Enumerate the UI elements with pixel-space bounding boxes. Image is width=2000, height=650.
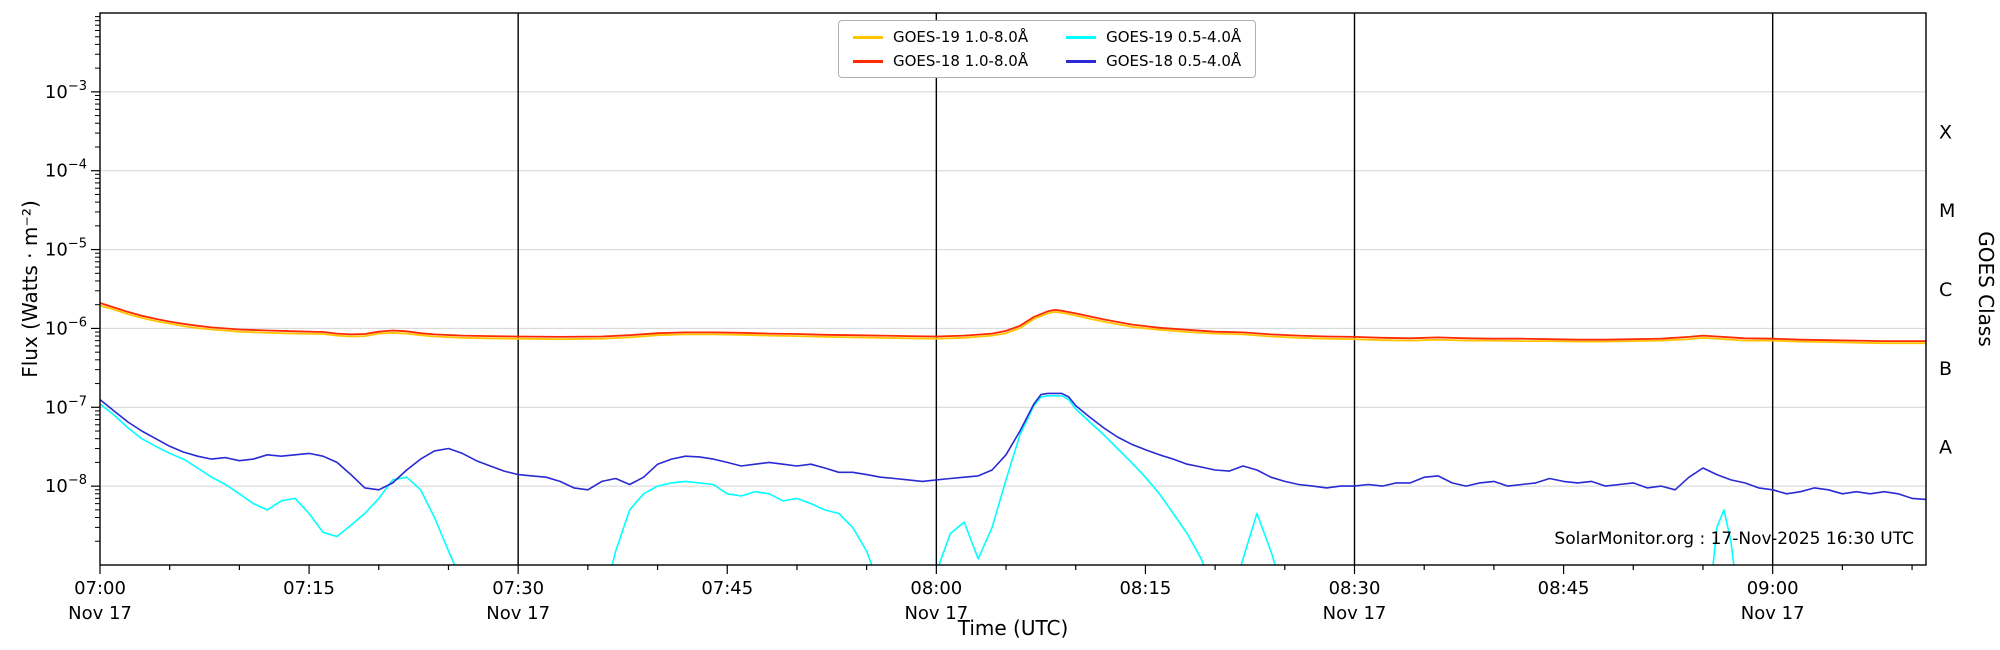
legend-label: GOES-18 1.0-8.0Å	[893, 52, 1029, 70]
legend-item-goes18-short: GOES-18 0.5-4.0Å	[1066, 52, 1241, 70]
legend-label: GOES-19 1.0-8.0Å	[893, 28, 1029, 46]
goes-class-label-m: M	[1939, 200, 1955, 222]
x-tick-label: 08:15	[1119, 578, 1171, 599]
goes-class-label-a: A	[1939, 437, 1952, 459]
x-tick-label: 07:45	[701, 578, 753, 599]
x-tick-label: 08:30	[1329, 578, 1381, 599]
legend-label: GOES-18 0.5-4.0Å	[1106, 52, 1242, 70]
legend-line-sample-goes19-short	[1066, 35, 1097, 39]
x-tick-label: 07:30	[492, 578, 544, 599]
y-axis-title: Flux (Watts · m⁻²)	[18, 200, 42, 378]
legend: GOES-19 1.0-8.0Å GOES-18 1.0-8.0Å GOES-1…	[838, 20, 1257, 78]
right-axis-title: GOES Class	[1974, 231, 1998, 347]
x-date-label: Nov 17	[1741, 603, 1805, 624]
goes-class-label-c: C	[1939, 279, 1952, 301]
y-tick-label: 10−3	[45, 79, 87, 103]
x-tick-label: 09:00	[1747, 578, 1799, 599]
series-line-goes-19-0-5-4-0	[100, 394, 1735, 565]
legend-label: GOES-19 0.5-4.0Å	[1106, 28, 1242, 46]
legend-line-sample-goes19-long	[853, 35, 883, 39]
x-date-label: Nov 17	[486, 603, 550, 624]
x-tick-label: 07:00	[74, 578, 126, 599]
x-date-label: Nov 17	[68, 603, 132, 624]
x-tick-label: 07:15	[283, 578, 335, 599]
y-tick-label: 10−7	[45, 394, 87, 418]
legend-item-goes18-long: GOES-18 1.0-8.0Å	[853, 52, 1028, 70]
legend-item-goes19-long: GOES-19 1.0-8.0Å	[853, 28, 1028, 46]
goes-class-label-b: B	[1939, 358, 1952, 380]
legend-item-goes19-short: GOES-19 0.5-4.0Å	[1066, 28, 1241, 46]
watermark-text: SolarMonitor.org : 17-Nov-2025 16:30 UTC	[1554, 529, 1914, 549]
legend-line-sample-goes18-short	[1066, 59, 1097, 63]
x-axis-title: Time (UTC)	[957, 616, 1069, 640]
y-tick-label: 10−6	[45, 315, 87, 339]
series-line-goes-18-0-5-4-0	[100, 392, 1926, 501]
plot-frame	[99, 12, 1927, 566]
y-tick-label: 10−5	[45, 237, 87, 261]
y-tick-label: 10−4	[45, 158, 87, 182]
x-date-label: Nov 17	[1323, 603, 1387, 624]
goes-class-label-x: X	[1939, 121, 1952, 143]
x-tick-label: 08:00	[910, 578, 962, 599]
legend-line-sample-goes18-long	[853, 59, 883, 63]
x-tick-label: 08:45	[1538, 578, 1590, 599]
x-date-label: Nov 17	[904, 603, 968, 624]
y-tick-label: 10−8	[45, 473, 87, 497]
series-line-goes-19-1-0-8-0	[100, 304, 1926, 345]
series-line-goes-18-1-0-8-0	[100, 302, 1926, 343]
